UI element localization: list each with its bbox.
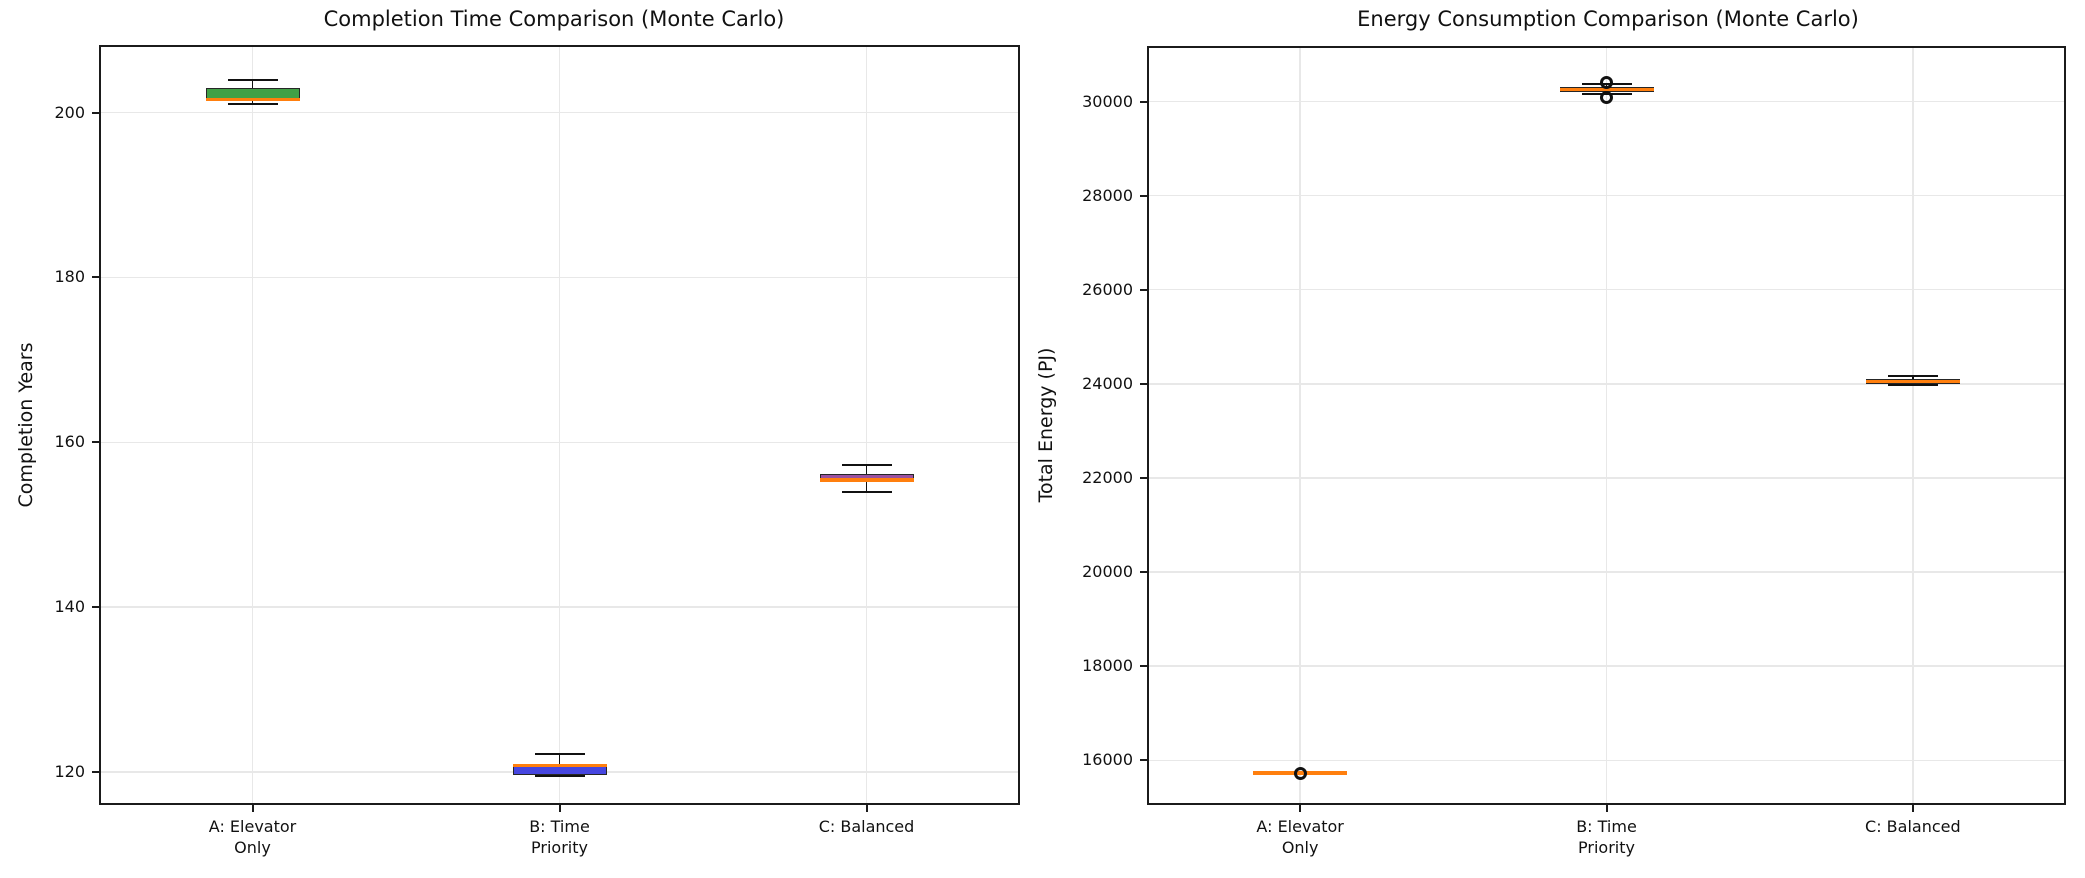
y-tick-label: 200 bbox=[54, 102, 85, 122]
gridline-v bbox=[558, 47, 561, 803]
x-tick-label-line: Priority bbox=[531, 838, 588, 857]
outlier-marker bbox=[1600, 75, 1613, 89]
y-axis-tick bbox=[92, 771, 99, 774]
x-tick-label: C: Balanced bbox=[1865, 816, 1961, 837]
right-y-axis-label: Total Energy (PJ) bbox=[1035, 347, 1057, 503]
y-tick-label: 22000 bbox=[1082, 467, 1133, 487]
y-tick-label: 26000 bbox=[1082, 279, 1133, 299]
x-tick-label-line: C: Balanced bbox=[818, 817, 915, 836]
x-tick-label-line: Priority bbox=[1578, 838, 1635, 857]
x-tick-label-line: C: Balanced bbox=[1865, 817, 1961, 836]
right-chart-title: Energy Consumption Comparison (Monte Car… bbox=[1357, 7, 1859, 31]
x-tick-label: C: Balanced bbox=[819, 816, 915, 837]
left-chart-title: Completion Time Comparison (Monte Carlo) bbox=[323, 7, 785, 31]
y-tick-label: 18000 bbox=[1082, 656, 1133, 676]
lower-whisker-cap bbox=[227, 103, 278, 106]
outlier-marker bbox=[1293, 766, 1307, 780]
upper-whisker-cap bbox=[1887, 374, 1938, 377]
left-y-axis-label: Completion Years bbox=[15, 342, 37, 508]
x-axis-tick bbox=[558, 805, 561, 812]
y-axis-tick bbox=[1140, 288, 1147, 291]
gridline-v bbox=[1299, 48, 1301, 803]
x-axis-tick bbox=[865, 805, 868, 812]
y-axis-tick bbox=[1140, 382, 1147, 385]
y-axis-tick bbox=[92, 276, 99, 279]
y-axis-tick bbox=[1140, 100, 1147, 103]
x-tick-label: B: Time Priority bbox=[1576, 816, 1637, 858]
left-chart-plot-area bbox=[99, 45, 1020, 805]
lower-whisker bbox=[251, 101, 254, 105]
x-tick-label-line: A: Elevator bbox=[208, 817, 297, 836]
x-tick-label-line: B: Time bbox=[1576, 817, 1637, 836]
x-tick-label: A: Elevator Only bbox=[1256, 816, 1343, 858]
lower-whisker bbox=[865, 481, 868, 492]
gridline-v bbox=[865, 47, 868, 803]
median-line bbox=[1559, 87, 1654, 92]
y-tick-label: 140 bbox=[54, 597, 85, 617]
upper-whisker bbox=[558, 753, 561, 764]
upper-whisker bbox=[1911, 375, 1914, 379]
gridline-v bbox=[251, 47, 254, 803]
y-tick-label: 180 bbox=[54, 267, 85, 287]
upper-whisker-cap bbox=[534, 752, 585, 755]
median-line bbox=[819, 478, 914, 482]
y-tick-label: 16000 bbox=[1082, 750, 1133, 770]
x-axis-tick bbox=[1911, 805, 1914, 812]
gridline-v bbox=[1605, 48, 1608, 803]
outlier-marker bbox=[1600, 90, 1613, 104]
right-chart-plot-area bbox=[1147, 46, 2066, 805]
upper-whisker bbox=[865, 465, 868, 474]
x-axis-tick bbox=[251, 805, 254, 812]
y-axis-tick bbox=[1140, 571, 1147, 574]
lower-whisker-cap bbox=[1887, 384, 1938, 387]
y-axis-tick bbox=[92, 606, 99, 609]
y-tick-label: 120 bbox=[54, 762, 85, 782]
x-tick-label-line: A: Elevator bbox=[1256, 817, 1344, 836]
x-tick-label-line: Only bbox=[234, 838, 271, 857]
y-tick-label: 28000 bbox=[1082, 185, 1133, 205]
y-axis-tick bbox=[1140, 476, 1147, 479]
median-line bbox=[205, 97, 300, 102]
x-axis-tick bbox=[1299, 805, 1302, 812]
y-axis-tick bbox=[1140, 194, 1147, 197]
y-axis-tick bbox=[1140, 759, 1147, 762]
y-axis-tick bbox=[1140, 665, 1147, 668]
x-tick-label-line: Only bbox=[1281, 838, 1319, 857]
upper-whisker-cap bbox=[841, 464, 892, 467]
y-tick-label: 30000 bbox=[1082, 91, 1133, 111]
y-tick-label: 24000 bbox=[1082, 373, 1133, 393]
median-line bbox=[1865, 379, 1960, 384]
x-tick-label: A: Elevator Only bbox=[209, 816, 296, 858]
upper-whisker bbox=[251, 79, 254, 88]
lower-whisker-cap bbox=[534, 775, 585, 778]
y-tick-label: 160 bbox=[54, 432, 85, 452]
upper-whisker-cap bbox=[227, 78, 278, 81]
y-tick-label: 20000 bbox=[1082, 562, 1133, 582]
lower-whisker-cap bbox=[841, 490, 892, 493]
gridline-v bbox=[1912, 48, 1914, 803]
y-axis-tick bbox=[92, 111, 99, 114]
x-tick-label: B: Time Priority bbox=[529, 816, 590, 858]
y-axis-tick bbox=[92, 441, 99, 444]
x-axis-tick bbox=[1605, 805, 1608, 812]
median-line bbox=[512, 763, 607, 768]
x-tick-label-line: B: Time bbox=[529, 817, 590, 836]
